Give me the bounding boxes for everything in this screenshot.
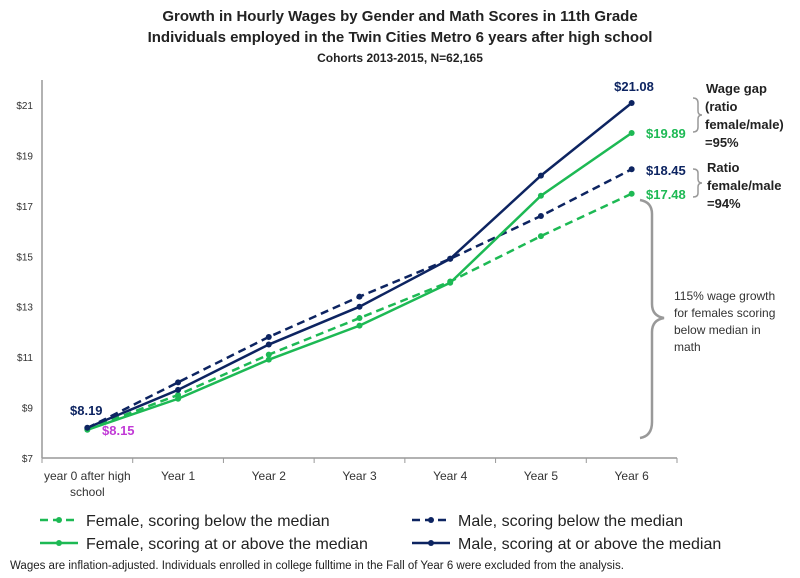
annotation-growth: below median in — [674, 323, 761, 337]
data-point — [628, 99, 635, 106]
x-tick-label: year 0 after high — [44, 469, 131, 483]
legend-marker — [428, 517, 434, 523]
y-tick-label: $7 — [22, 454, 34, 465]
legend-label: Male, scoring below the median — [458, 513, 683, 530]
annotation-wage-gap: (ratio — [705, 99, 738, 114]
y-tick-label: $21 — [16, 101, 33, 112]
y-tick-label: $9 — [22, 404, 34, 415]
legend-label: Female, scoring at or above the median — [86, 536, 368, 553]
data-label-male-above: $21.08 — [614, 79, 654, 94]
y-tick-label: $13 — [16, 303, 33, 314]
legend-marker — [56, 517, 62, 523]
x-tick-label: Year 6 — [615, 469, 650, 483]
legend-label: Male, scoring at or above the median — [458, 536, 721, 553]
x-tick-label: Year 4 — [433, 469, 468, 483]
annotation-growth: for females scoring — [674, 306, 775, 320]
data-point — [356, 322, 363, 329]
x-tick-label: Year 5 — [524, 469, 559, 483]
series-line — [86, 102, 633, 429]
brace-growth — [639, 198, 665, 440]
chart-title: Growth in Hourly Wages by Gender and Mat… — [162, 8, 638, 25]
data-label-female-above: $19.89 — [646, 126, 686, 141]
y-tick-label: $17 — [16, 202, 33, 213]
annotation-ratio: female/male — [707, 178, 781, 193]
x-tick-label: Year 3 — [342, 469, 377, 483]
annotation-wage-gap: female/male) — [705, 117, 784, 132]
data-point — [265, 341, 272, 348]
data-point — [537, 172, 544, 179]
data-point — [265, 333, 272, 340]
annotation-ratio: Ratio — [707, 160, 740, 175]
data-label-male-below: $18.45 — [646, 163, 686, 178]
annotation-wage-gap: =95% — [705, 135, 739, 150]
data-label-start-male: $8.19 — [70, 403, 103, 418]
data-point — [447, 255, 454, 262]
data-point — [537, 233, 544, 240]
data-point — [537, 212, 544, 219]
brace-wage-gap — [692, 97, 703, 133]
y-tick-label: $11 — [17, 353, 33, 364]
y-tick-label: $15 — [16, 252, 33, 263]
data-point — [265, 356, 272, 363]
data-label-female-below: $17.48 — [646, 187, 686, 202]
y-tick-label: $19 — [16, 151, 33, 162]
legend-marker — [428, 540, 434, 546]
x-tick-label: Year 2 — [252, 469, 287, 483]
data-point — [356, 315, 363, 322]
annotation-wage-gap: Wage gap — [706, 81, 767, 96]
chart-subtitle-2: Cohorts 2013-2015, N=62,165 — [317, 51, 483, 65]
data-point — [447, 279, 454, 286]
footnote: Wages are inflation-adjusted. Individual… — [10, 560, 624, 572]
data-point — [356, 293, 363, 300]
data-point — [175, 386, 182, 393]
data-point — [628, 190, 635, 197]
annotation-growth: math — [674, 340, 701, 354]
data-point — [175, 395, 182, 402]
brace-ratio — [692, 168, 703, 198]
data-point — [356, 303, 363, 310]
data-point — [84, 424, 91, 431]
data-label-start-female: $8.15 — [102, 423, 135, 438]
x-tick-label: school — [70, 485, 105, 499]
chart-subtitle: Individuals employed in the Twin Cities … — [147, 29, 653, 46]
data-point — [265, 351, 272, 358]
data-point — [175, 379, 182, 386]
annotation-ratio: =94% — [707, 196, 741, 211]
data-point — [537, 192, 544, 199]
data-point — [628, 166, 635, 173]
x-tick-label: Year 1 — [161, 469, 196, 483]
legend-marker — [56, 540, 62, 546]
series-line — [86, 131, 633, 431]
legend-label: Female, scoring below the median — [86, 513, 330, 530]
data-point — [628, 129, 635, 136]
annotation-growth: 115% wage growth — [674, 289, 775, 303]
